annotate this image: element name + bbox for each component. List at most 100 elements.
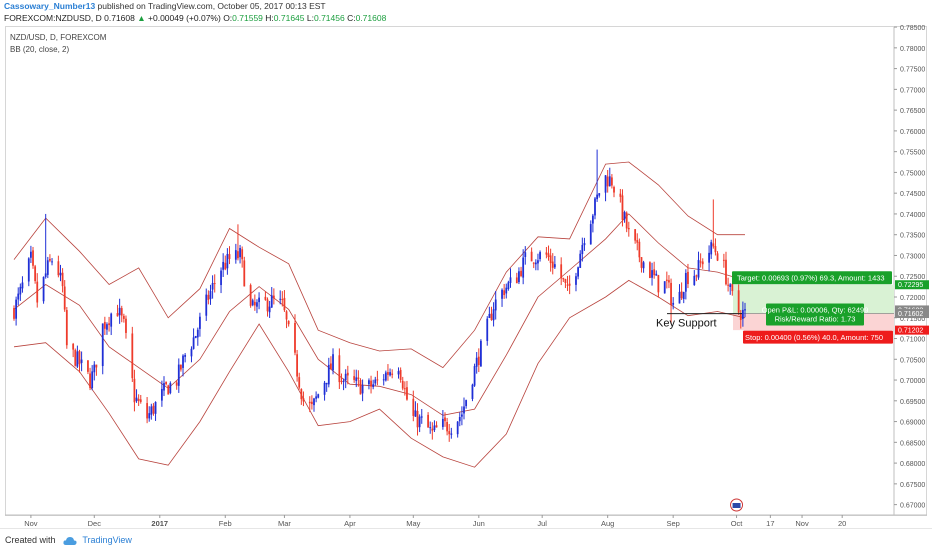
- price-label: 0.71202: [898, 328, 923, 335]
- candle-body: [146, 403, 149, 419]
- change-arrow-icon: ▲: [137, 13, 146, 23]
- candle-body: [249, 285, 252, 306]
- candle-body: [520, 270, 522, 277]
- candle-body: [294, 322, 296, 353]
- candle-body: [80, 359, 83, 363]
- price-label: 0.72295: [898, 282, 923, 289]
- candle-body: [412, 398, 415, 416]
- candle-body: [668, 280, 670, 283]
- candle-body: [220, 270, 222, 286]
- candle-body: [651, 270, 653, 278]
- high-value: 0.71645: [273, 13, 305, 23]
- y-tick-label: 0.69000: [900, 420, 925, 427]
- candle-body: [710, 242, 713, 255]
- candle-body: [27, 258, 30, 282]
- candle-body: [342, 380, 345, 383]
- y-tick-label: 0.67000: [900, 503, 925, 510]
- candle-body: [621, 195, 624, 220]
- candle-body: [209, 290, 212, 300]
- candle-body: [606, 176, 609, 187]
- candle-body: [199, 316, 201, 329]
- candle-body: [636, 240, 639, 243]
- candle-body: [492, 309, 495, 321]
- candle-body: [340, 380, 343, 382]
- created-with[interactable]: Created with TradingView: [5, 535, 132, 546]
- candle-body: [251, 300, 254, 306]
- low-label: L:: [306, 13, 314, 23]
- candle-body: [243, 260, 246, 287]
- candle-body: [139, 399, 142, 402]
- candle-body: [619, 193, 622, 197]
- bollinger-band-upper: [13, 161, 745, 369]
- event-flag-stripe-icon: [732, 503, 741, 508]
- close-value: 0.71608: [355, 13, 387, 23]
- x-tick-label: 17: [766, 519, 774, 528]
- candle-body: [450, 433, 453, 435]
- pnl-badge-box: [766, 303, 864, 326]
- candle-body: [389, 372, 391, 376]
- candle-body: [741, 309, 744, 319]
- candle-body: [51, 261, 53, 263]
- candle-body: [169, 383, 172, 394]
- candle-body: [744, 309, 746, 311]
- y-tick-label: 0.73500: [900, 233, 925, 240]
- candle-body: [182, 355, 184, 368]
- candle-body: [118, 307, 121, 316]
- y-tick-label: 0.75500: [900, 150, 925, 157]
- open-value: 0.71559: [232, 13, 263, 23]
- y-tick-label: 0.78500: [900, 25, 925, 32]
- candle-body: [414, 410, 417, 417]
- chart-legend: NZD/USD, D, FOREXCOM BB (20, close, 2): [10, 32, 106, 56]
- candle-body: [737, 290, 740, 313]
- candle-body: [625, 212, 628, 229]
- candle-body: [547, 253, 550, 258]
- candle-body: [539, 252, 541, 260]
- candle-body: [503, 290, 506, 296]
- symbol-label: FOREXCOM:NZDUSD, D: [4, 13, 102, 23]
- candle-body: [613, 187, 615, 193]
- candle-body: [17, 293, 20, 300]
- candle-body: [471, 384, 474, 399]
- candle-body: [207, 294, 210, 300]
- candle-body: [490, 313, 493, 320]
- candle-body: [355, 377, 358, 382]
- candle-body: [598, 193, 601, 196]
- candle-body: [384, 372, 387, 381]
- candle-body: [317, 394, 320, 398]
- candle-body: [258, 297, 260, 303]
- candle-body: [72, 343, 75, 350]
- y-tick-label: 0.74500: [900, 191, 925, 198]
- x-tick-label: Nov: [24, 519, 38, 528]
- candle-body: [42, 276, 45, 302]
- candle-body: [310, 401, 313, 405]
- candle-body: [670, 282, 672, 306]
- candle-body: [382, 379, 385, 381]
- candle-body: [505, 287, 508, 294]
- candle-body: [604, 175, 607, 193]
- candle-body: [163, 383, 165, 391]
- candle-body: [106, 324, 108, 330]
- candle-body: [577, 267, 579, 277]
- legend-indicator[interactable]: BB (20, close, 2): [10, 45, 70, 54]
- candle-body: [160, 388, 163, 401]
- candle-body: [475, 357, 478, 367]
- candle-body: [359, 380, 362, 395]
- candle-body: [638, 241, 641, 258]
- x-tick-label: Aug: [601, 519, 614, 528]
- candle-body: [642, 262, 645, 269]
- candle-body: [272, 295, 275, 299]
- candle-body: [501, 289, 503, 299]
- y-tick-label: 0.76000: [900, 129, 925, 136]
- candle-body: [59, 272, 62, 276]
- candle-body: [372, 384, 375, 387]
- stop-text: Stop: 0.00400 (0.56%) 40.0, Amount: 750: [745, 333, 883, 342]
- candle-body: [406, 387, 408, 400]
- candle-body: [313, 398, 315, 406]
- candle-body: [549, 255, 552, 264]
- price-label: 0.71602: [898, 311, 923, 318]
- candle-body: [374, 379, 377, 384]
- y-tick-label: 0.78000: [900, 46, 925, 53]
- author-link[interactable]: Cassowary_Number13: [4, 1, 96, 11]
- candle-body: [579, 253, 582, 268]
